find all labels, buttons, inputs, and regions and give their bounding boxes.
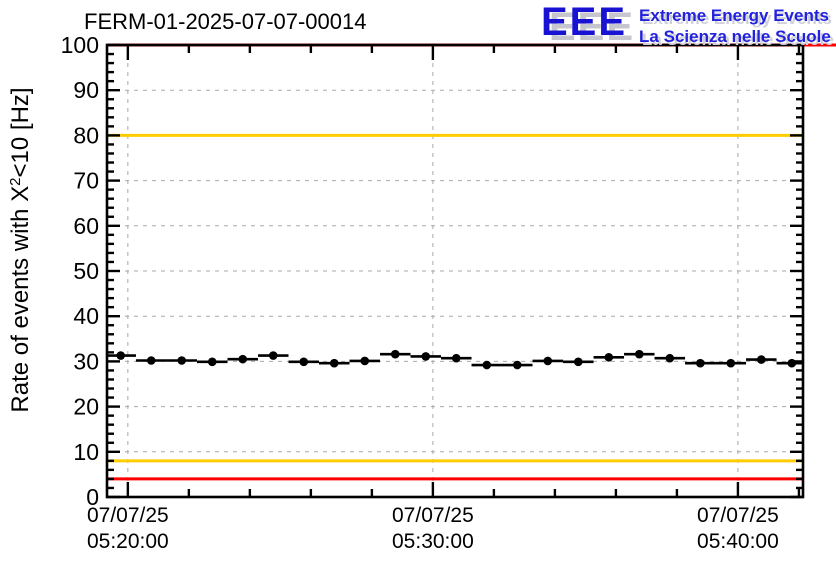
- axis-ticks: [107, 43, 803, 499]
- data-point: [482, 360, 492, 370]
- data-point: [390, 349, 400, 359]
- y-tick-label: 80: [73, 122, 99, 148]
- data-point: [573, 357, 583, 367]
- x-tick-date: 07/07/25: [392, 504, 474, 527]
- x-tick-date: 07/07/25: [697, 504, 779, 527]
- eee-logo: EEE Extreme Energy Events La Scienza nel…: [541, 0, 831, 47]
- y-tick-label: 70: [73, 168, 99, 194]
- data-point: [604, 353, 614, 362]
- y-axis-title: Rate of events with X2<10 [Hz]: [7, 87, 34, 412]
- logo-tagline-1: Extreme Energy Events: [639, 6, 829, 25]
- data-series: [107, 349, 803, 370]
- y-tick-label: 60: [73, 213, 99, 239]
- y-tick-label: 40: [73, 303, 99, 329]
- data-point: [238, 354, 248, 364]
- data-point: [757, 355, 766, 364]
- y-tick-label: 10: [73, 439, 99, 465]
- eee-logo-taglines: Extreme Energy Events La Scienza nelle S…: [639, 0, 831, 47]
- y-tick-label: 0: [86, 484, 99, 510]
- y-tick-label: 50: [73, 258, 99, 284]
- data-point: [543, 356, 553, 366]
- y-axis-labels: 0 10 20 30 40 50 60 70 80 90 100: [61, 32, 99, 510]
- data-point: [177, 356, 187, 365]
- data-point: [207, 357, 217, 367]
- logo-tagline-2: La Scienza nelle Scuole: [639, 27, 831, 46]
- eee-logo-acronym: EEE: [541, 0, 628, 44]
- data-point: [329, 358, 339, 368]
- data-point: [787, 358, 797, 368]
- plot-frame: [105, 43, 805, 499]
- data-point: [726, 358, 736, 368]
- y-tick-label: 30: [73, 348, 99, 374]
- data-point: [299, 357, 309, 367]
- y-tick-label: 100: [61, 32, 99, 58]
- x-tick-time: 05:40:00: [697, 530, 779, 553]
- data-point: [268, 351, 278, 360]
- data-point: [421, 352, 431, 361]
- x-tick-date: 07/07/25: [87, 504, 169, 527]
- data-point: [360, 356, 370, 366]
- data-point: [634, 349, 644, 359]
- threshold-lines: [107, 43, 836, 481]
- x-axis-labels: 07/07/25 05:20:00 07/07/25 05:30:00 07/07/25…: [87, 504, 779, 553]
- x-tick-time: 05:30:00: [392, 530, 474, 553]
- plot-title: FERM-01-2025-07-07-00014: [84, 9, 367, 34]
- data-point: [116, 351, 126, 360]
- data-point: [696, 358, 705, 368]
- data-point: [146, 356, 156, 365]
- y-tick-label: 90: [73, 77, 99, 103]
- x-tick-time: 05:20:00: [87, 530, 169, 553]
- data-point: [451, 353, 461, 363]
- y-tick-label: 20: [73, 394, 99, 420]
- data-point: [665, 353, 675, 363]
- data-point: [512, 360, 522, 370]
- grid-lines: [107, 45, 803, 497]
